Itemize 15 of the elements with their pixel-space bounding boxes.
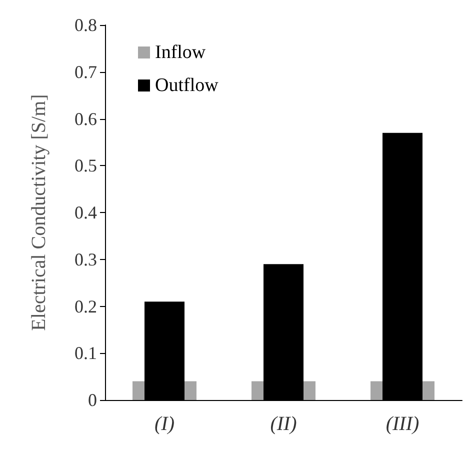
y-tick-label: 0 [88, 390, 97, 410]
y-tick-label: 0.5 [74, 156, 97, 176]
y-tick-label: 0.3 [74, 249, 97, 270]
y-tick-label: 0.4 [74, 202, 97, 222]
y-tick-label: 0.1 [74, 343, 97, 364]
y-tick-label: 0.7 [74, 62, 97, 82]
y-tick-label: 0.8 [74, 15, 97, 35]
legend-label: Outflow [155, 75, 219, 96]
x-tick-label: (I) [154, 413, 175, 435]
legend-label: Inflow [155, 42, 206, 63]
x-tick-label: (III) [386, 413, 420, 435]
y-tick-label: 0.2 [74, 296, 97, 316]
y-tick-label: 0.6 [74, 108, 97, 129]
y-axis-title: Electrical Conductivity [S/m] [28, 94, 50, 331]
x-tick-label: (II) [270, 413, 298, 435]
